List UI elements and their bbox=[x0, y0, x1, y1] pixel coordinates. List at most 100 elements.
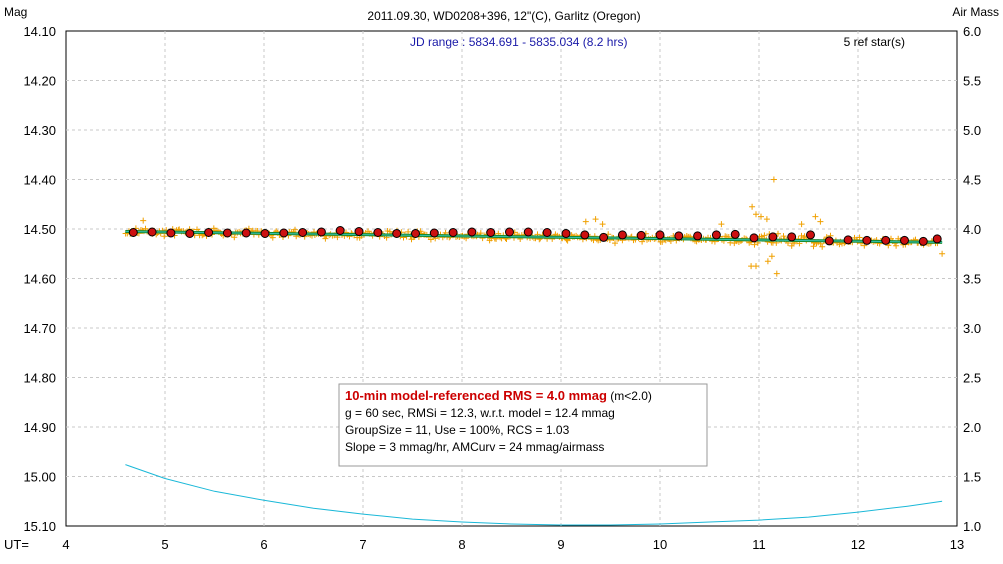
group-average-point bbox=[354, 227, 364, 236]
measurement-point bbox=[582, 218, 589, 225]
group-average-point bbox=[843, 235, 853, 245]
y-tick-label-right: 1.5 bbox=[963, 470, 981, 485]
y-tick-label-left: 14.90 bbox=[23, 420, 56, 435]
measurement-point bbox=[427, 236, 434, 243]
measurement-point bbox=[763, 216, 770, 223]
group-average-point bbox=[824, 236, 834, 246]
y-tick-label-right: 1.0 bbox=[963, 519, 981, 534]
y-tick-label-right: 2.5 bbox=[963, 371, 981, 386]
group-average-point bbox=[768, 232, 778, 242]
group-average-point bbox=[222, 228, 232, 238]
y-tick-label-left: 15.10 bbox=[23, 519, 56, 534]
y-tick-labels-right: 6.0 5.5 5.0 4.5 4.0 3.5 3.0 2.5 2.0 1.5 1.0 bbox=[963, 24, 981, 534]
measurement-point bbox=[764, 258, 771, 265]
x-tick-label: 13 bbox=[950, 537, 964, 552]
y-tick-label-left: 14.80 bbox=[23, 371, 56, 386]
y-tick-label-left: 14.10 bbox=[23, 24, 56, 39]
group-average-point bbox=[674, 231, 684, 241]
measurement-point bbox=[768, 253, 775, 260]
y-tick-label-right: 4.5 bbox=[963, 173, 981, 188]
measurement-point bbox=[753, 263, 759, 270]
group-average-point bbox=[486, 228, 496, 237]
group-average-point bbox=[335, 226, 345, 235]
measurement-point bbox=[780, 233, 787, 240]
group-average-point bbox=[505, 227, 514, 237]
measurement-point bbox=[939, 250, 946, 257]
measurement-point bbox=[599, 221, 606, 228]
x-tick-label: 5 bbox=[161, 537, 168, 552]
group-average-point bbox=[429, 228, 439, 238]
group-average-point bbox=[561, 229, 571, 238]
measurement-point bbox=[231, 234, 238, 241]
x-tick-label: 11 bbox=[752, 537, 766, 552]
measurement-point bbox=[810, 243, 817, 250]
measurement-point bbox=[856, 234, 863, 241]
x-tick-label: 8 bbox=[458, 537, 465, 552]
measurement-point bbox=[758, 213, 764, 220]
x-tick-label: 9 bbox=[557, 537, 564, 552]
group-average-point bbox=[260, 229, 270, 238]
measurement-point bbox=[322, 235, 329, 242]
x-tick-labels: 4 5 6 7 8 9 10 11 12 13 bbox=[62, 537, 964, 552]
air-mass-series bbox=[125, 464, 943, 526]
measurement-point bbox=[788, 242, 795, 249]
group-average-point bbox=[241, 228, 251, 238]
group-average-point bbox=[316, 227, 326, 237]
y-tick-label-left: 14.20 bbox=[23, 74, 56, 89]
stats-line: g = 60 sec, RMSi = 12.3, w.r.t. model = … bbox=[345, 406, 615, 420]
measurement-point bbox=[819, 243, 826, 250]
measurement-point bbox=[718, 221, 725, 228]
measurement-point bbox=[161, 233, 168, 240]
y-tick-label-right: 4.0 bbox=[963, 222, 981, 237]
stats-headline: 10-min model-referenced RMS = 4.0 mmag bbox=[345, 388, 607, 403]
group-average-point bbox=[599, 232, 609, 242]
measurement-point bbox=[812, 213, 819, 220]
group-average-point bbox=[185, 229, 195, 238]
group-average-point bbox=[147, 227, 157, 237]
y-tick-label-right: 5.0 bbox=[963, 123, 981, 138]
group-average-point bbox=[932, 234, 942, 244]
group-average-point bbox=[467, 227, 477, 237]
x-tick-label: 12 bbox=[851, 537, 865, 552]
group-average-point bbox=[900, 235, 909, 245]
group-average-point bbox=[881, 235, 891, 245]
stats-box-frame bbox=[338, 383, 708, 467]
group-average-point bbox=[862, 235, 872, 245]
stats-line: Slope = 3 mmag/hr, AMCurv = 24 mmag/airm… bbox=[345, 440, 604, 454]
x-axis-label: UT= bbox=[4, 537, 29, 552]
stats-headline-line: 10-min model-referenced RMS = 4.0 mmag (… bbox=[345, 388, 652, 403]
group-average-point bbox=[166, 228, 176, 238]
y-tick-label-left: 14.60 bbox=[23, 272, 56, 287]
measurement-point bbox=[749, 203, 756, 210]
measurement-point bbox=[140, 217, 147, 224]
y-tick-labels-left: 14.10 14.20 14.30 14.40 14.50 14.60 14.70 14.80… bbox=[23, 24, 56, 534]
stats-line: GroupSize = 11, Use = 100%, RCS = 1.03 bbox=[345, 423, 570, 437]
measurement-point bbox=[612, 240, 618, 247]
y-tick-label-right: 3.0 bbox=[963, 321, 981, 336]
group-average-point bbox=[542, 228, 552, 237]
group-average-point bbox=[580, 230, 590, 240]
x-tick-label: 7 bbox=[359, 537, 366, 552]
group-average-point bbox=[373, 228, 383, 237]
group-average-point bbox=[298, 228, 308, 237]
group-average-point bbox=[787, 232, 797, 242]
group-average-points bbox=[128, 226, 942, 246]
y-tick-label-left: 14.70 bbox=[23, 321, 56, 336]
y-tick-label-left: 14.50 bbox=[23, 222, 56, 237]
measurement-point bbox=[761, 232, 768, 239]
group-average-point bbox=[749, 233, 759, 243]
x-tick-label: 4 bbox=[62, 537, 69, 552]
y-tick-label-right: 5.5 bbox=[963, 74, 981, 89]
group-average-point bbox=[617, 230, 627, 240]
y-tick-label-right: 6.0 bbox=[963, 24, 981, 39]
y-tick-label-left: 14.30 bbox=[23, 123, 56, 138]
measurement-point bbox=[798, 221, 805, 228]
right-axis-label: Air Mass bbox=[952, 5, 999, 19]
jd-range-label: JD range : 5834.691 - 5835.034 (8.2 hrs) bbox=[410, 35, 627, 49]
measurement-point bbox=[770, 176, 777, 183]
y-tick-label-left: 15.00 bbox=[23, 470, 56, 485]
y-tick-label-right: 2.0 bbox=[963, 420, 981, 435]
stats-box: 10-min model-referenced RMS = 4.0 mmag (… bbox=[338, 383, 708, 467]
